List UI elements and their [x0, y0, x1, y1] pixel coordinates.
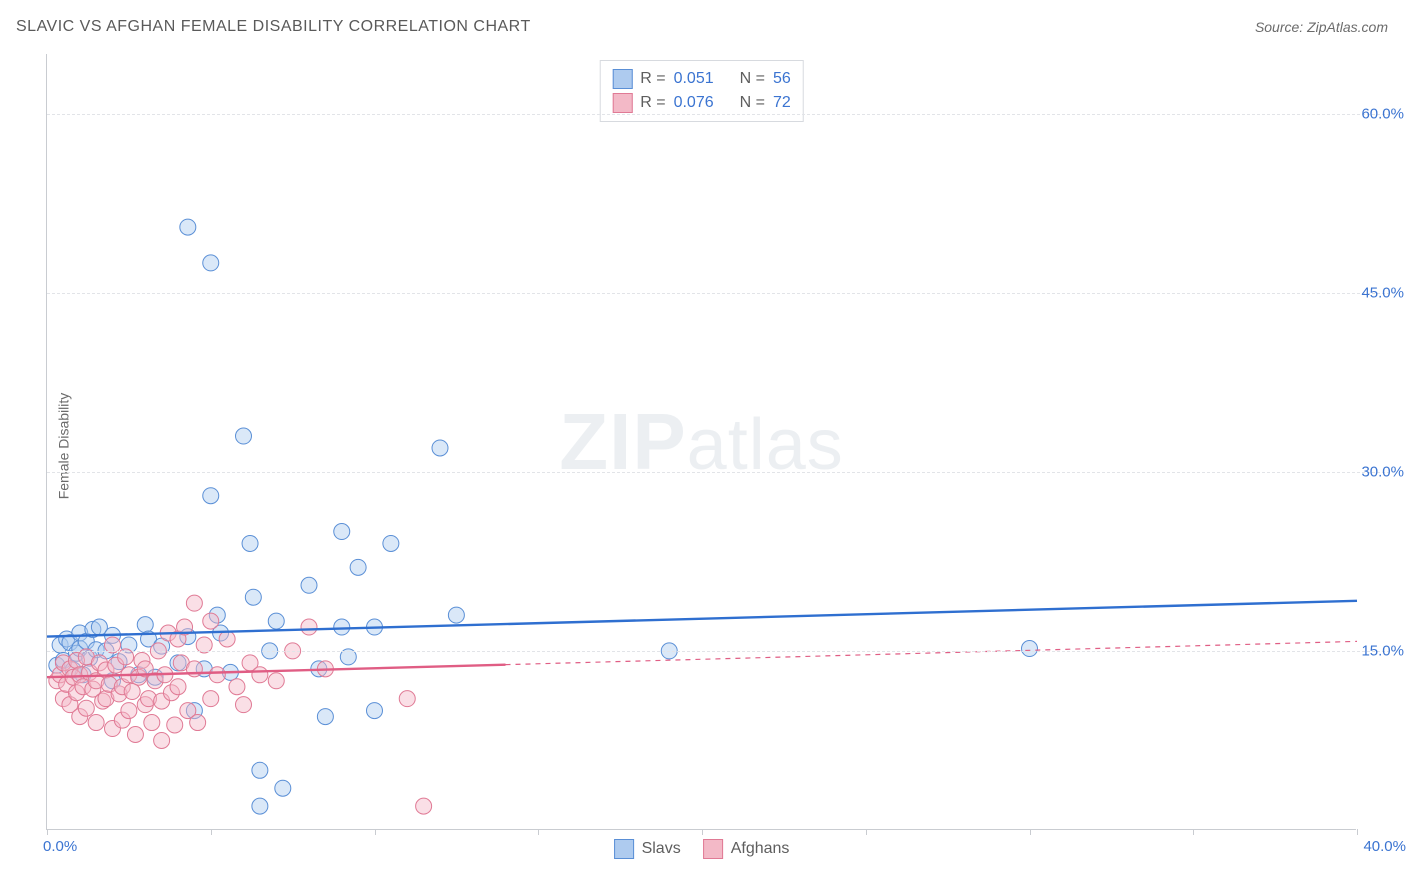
- data-point: [275, 780, 291, 796]
- x-tick: [1193, 829, 1194, 835]
- data-point: [242, 535, 258, 551]
- data-point: [121, 703, 137, 719]
- gridline: [47, 114, 1390, 115]
- data-point: [203, 691, 219, 707]
- y-tick-label: 30.0%: [1361, 463, 1404, 480]
- legend-stats: R = 0.051 N = 56 R = 0.076 N = 72: [599, 60, 804, 122]
- data-point: [229, 679, 245, 695]
- legend-r-value: 0.076: [674, 94, 714, 112]
- x-tick: [375, 829, 376, 835]
- data-point: [383, 535, 399, 551]
- y-tick-label: 45.0%: [1361, 284, 1404, 301]
- data-point: [399, 691, 415, 707]
- chart-title: SLAVIC VS AFGHAN FEMALE DISABILITY CORRE…: [16, 18, 531, 36]
- data-point: [144, 715, 160, 731]
- x-axis-start-label: 0.0%: [43, 838, 77, 855]
- x-tick: [47, 829, 48, 835]
- data-point: [301, 619, 317, 635]
- data-point: [219, 631, 235, 647]
- x-tick: [866, 829, 867, 835]
- legend-r-label: R =: [640, 94, 665, 112]
- legend-swatch: [614, 839, 634, 859]
- data-point: [367, 703, 383, 719]
- y-tick-label: 15.0%: [1361, 642, 1404, 659]
- legend-n-label: N =: [740, 70, 765, 88]
- legend-stats-row: R = 0.051 N = 56: [612, 67, 791, 91]
- data-point: [268, 673, 284, 689]
- legend-n-value: 72: [773, 94, 791, 112]
- data-point: [245, 589, 261, 605]
- legend-n-label: N =: [740, 94, 765, 112]
- data-point: [124, 684, 140, 700]
- data-point: [203, 255, 219, 271]
- data-point: [137, 617, 153, 633]
- data-point: [167, 717, 183, 733]
- data-point: [78, 700, 94, 716]
- x-tick: [1030, 829, 1031, 835]
- legend-series-item: Slavs: [614, 839, 681, 859]
- x-tick: [1357, 829, 1358, 835]
- data-point: [190, 715, 206, 731]
- legend-stats-row: R = 0.076 N = 72: [612, 91, 791, 115]
- data-point: [180, 219, 196, 235]
- x-tick: [702, 829, 703, 835]
- data-point: [154, 732, 170, 748]
- legend-n-value: 56: [773, 70, 791, 88]
- x-tick: [211, 829, 212, 835]
- legend-series-label: Afghans: [731, 840, 790, 858]
- data-point: [350, 559, 366, 575]
- data-point: [334, 524, 350, 540]
- data-point: [209, 667, 225, 683]
- legend-swatch: [612, 93, 632, 113]
- data-point: [432, 440, 448, 456]
- data-point: [252, 667, 268, 683]
- data-point: [203, 488, 219, 504]
- plot-area: ZIPatlas R =0.051N =56R =0.076N =72 Slav…: [46, 54, 1356, 830]
- chart-svg: [47, 54, 1356, 829]
- trend-line: [47, 601, 1357, 637]
- legend-r-label: R =: [640, 70, 665, 88]
- data-point: [252, 762, 268, 778]
- gridline: [47, 293, 1390, 294]
- data-point: [127, 726, 143, 742]
- x-tick: [538, 829, 539, 835]
- data-point: [448, 607, 464, 623]
- legend-swatch: [703, 839, 723, 859]
- data-point: [1022, 641, 1038, 657]
- data-point: [236, 428, 252, 444]
- legend-series-label: Slavs: [642, 840, 681, 858]
- data-point: [301, 577, 317, 593]
- data-point: [170, 679, 186, 695]
- header: SLAVIC VS AFGHAN FEMALE DISABILITY CORRE…: [16, 18, 1388, 36]
- data-point: [268, 613, 284, 629]
- data-point: [317, 709, 333, 725]
- trend-line-extrapolated: [506, 641, 1358, 664]
- legend-series-item: Afghans: [703, 839, 790, 859]
- data-point: [88, 715, 104, 731]
- gridline: [47, 472, 1390, 473]
- data-point: [236, 697, 252, 713]
- data-point: [186, 595, 202, 611]
- legend-r-value: 0.051: [674, 70, 714, 88]
- legend-swatch: [612, 69, 632, 89]
- data-point: [203, 613, 219, 629]
- y-tick-label: 60.0%: [1361, 105, 1404, 122]
- source-attribution: Source: ZipAtlas.com: [1255, 19, 1388, 35]
- data-point: [334, 619, 350, 635]
- legend-series: Slavs Afghans: [614, 839, 790, 859]
- x-axis-end-label: 40.0%: [1363, 838, 1406, 855]
- gridline: [47, 651, 1390, 652]
- data-point: [252, 798, 268, 814]
- data-point: [416, 798, 432, 814]
